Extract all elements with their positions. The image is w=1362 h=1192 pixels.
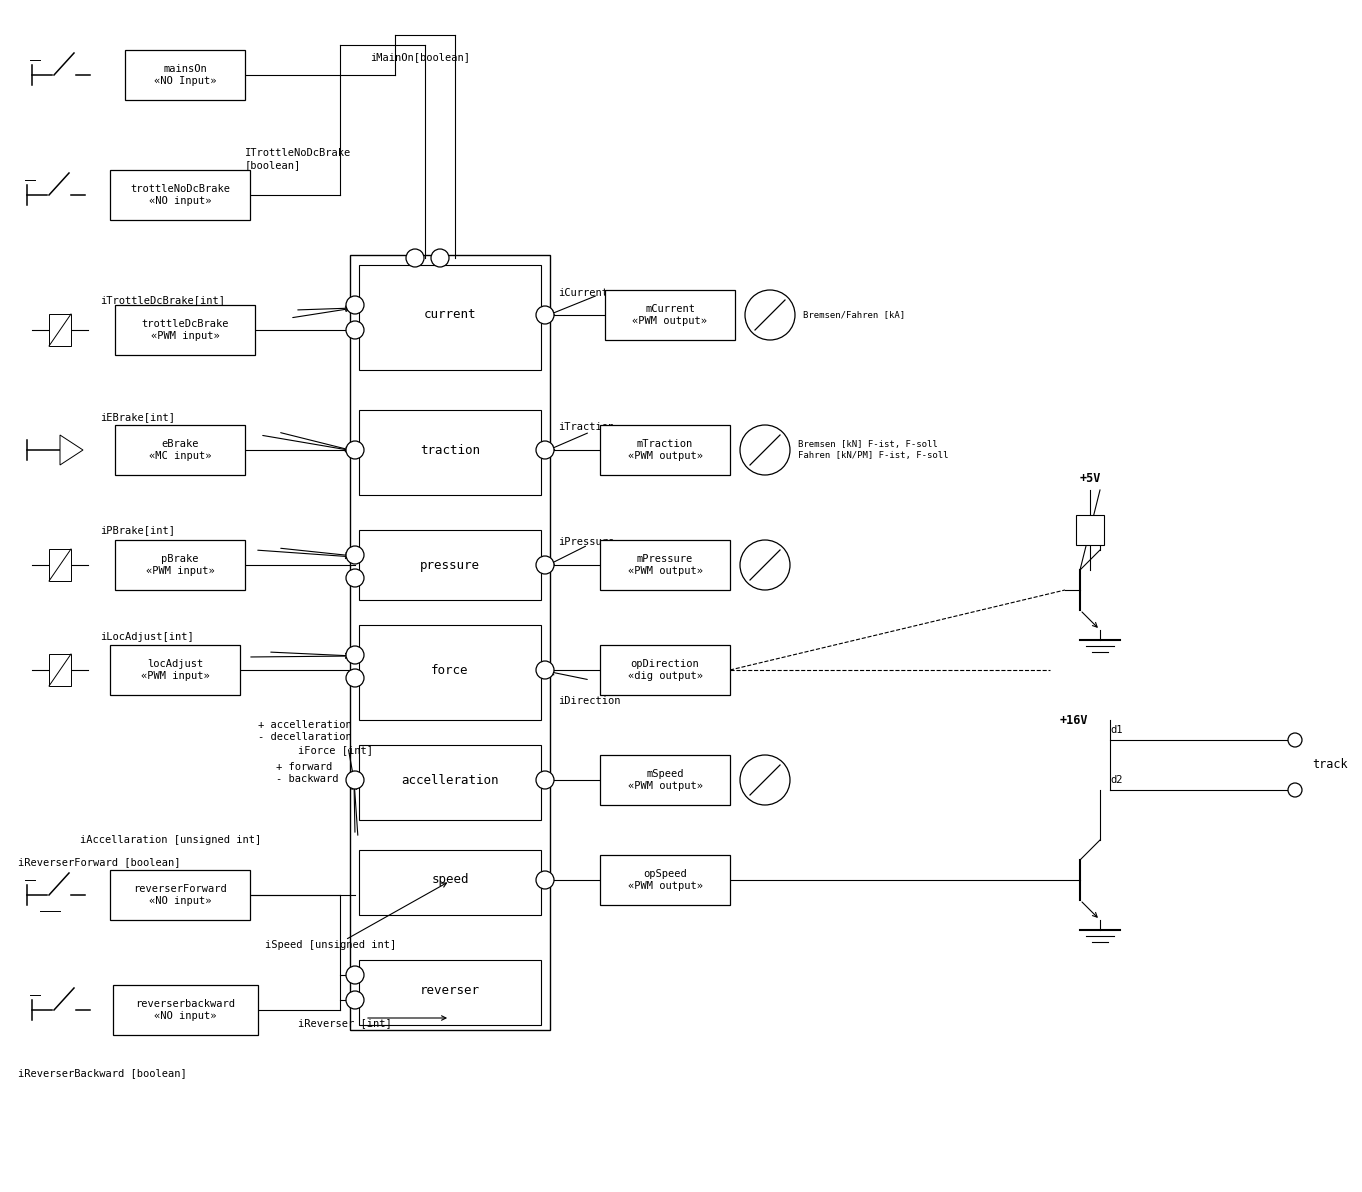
Text: current: current <box>424 309 477 322</box>
Circle shape <box>537 306 554 324</box>
Bar <box>605 290 735 340</box>
Bar <box>114 426 245 474</box>
Bar <box>49 550 71 581</box>
Text: track: track <box>1312 758 1347 771</box>
Circle shape <box>346 966 364 985</box>
Text: mTraction
«PWM output»: mTraction «PWM output» <box>628 439 703 461</box>
Text: iEBrake[int]: iEBrake[int] <box>99 412 174 422</box>
Text: mainsOn
«NO Input»: mainsOn «NO Input» <box>154 64 217 86</box>
Text: iAccellaration [unsigned int]: iAccellaration [unsigned int] <box>80 836 262 845</box>
Text: iReverserBackward [boolean]: iReverserBackward [boolean] <box>18 1068 187 1078</box>
Text: iSpeed [unsigned int]: iSpeed [unsigned int] <box>266 940 396 950</box>
Circle shape <box>537 662 554 679</box>
Circle shape <box>346 991 364 1008</box>
Polygon shape <box>60 435 83 465</box>
Bar <box>49 313 71 346</box>
Text: accelleration: accelleration <box>402 774 498 787</box>
Bar <box>360 850 541 915</box>
Circle shape <box>745 290 795 340</box>
Bar <box>601 755 730 805</box>
Bar <box>601 645 730 695</box>
Circle shape <box>346 646 364 664</box>
Bar <box>350 255 550 1030</box>
Circle shape <box>430 249 449 267</box>
Text: iPressure: iPressure <box>558 538 614 547</box>
Circle shape <box>346 771 364 789</box>
Bar <box>360 265 541 370</box>
Text: locAdjust
«PWM input»: locAdjust «PWM input» <box>140 659 210 681</box>
Text: +5V: +5V <box>1079 472 1100 485</box>
Bar <box>360 410 541 495</box>
Text: iDirection: iDirection <box>558 696 621 706</box>
Text: iReverser [int]: iReverser [int] <box>298 1018 392 1028</box>
Text: speed: speed <box>432 874 469 887</box>
Bar <box>110 870 251 920</box>
Circle shape <box>346 569 364 586</box>
Text: iCurrent: iCurrent <box>558 288 607 298</box>
Text: iPBrake[int]: iPBrake[int] <box>99 524 174 535</box>
Text: iTrottleDcBrake[int]: iTrottleDcBrake[int] <box>99 294 225 305</box>
Circle shape <box>346 441 364 459</box>
Circle shape <box>740 755 790 805</box>
Circle shape <box>740 426 790 474</box>
Text: Bremsen [kN] F-ist, F-soll
Fahren [kN/PM] F-ist, F-soll: Bremsen [kN] F-ist, F-soll Fahren [kN/PM… <box>798 440 948 460</box>
Text: iReverserForward [boolean]: iReverserForward [boolean] <box>18 857 181 867</box>
Bar <box>114 305 255 355</box>
Circle shape <box>537 441 554 459</box>
Circle shape <box>346 546 364 564</box>
Text: + accelleration
- decellaration: + accelleration - decellaration <box>257 720 351 741</box>
Text: traction: traction <box>419 443 479 457</box>
Text: iMainOn[boolean]: iMainOn[boolean] <box>370 52 470 62</box>
Bar <box>360 530 541 600</box>
Bar <box>110 170 251 221</box>
Circle shape <box>1288 783 1302 797</box>
Text: + forward
- backward: + forward - backward <box>275 762 338 783</box>
Bar <box>360 960 541 1025</box>
Bar <box>601 540 730 590</box>
Text: eBrake
«MC input»: eBrake «MC input» <box>148 439 211 461</box>
Text: iForce [int]: iForce [int] <box>298 745 373 755</box>
Text: pBrake
«PWM input»: pBrake «PWM input» <box>146 554 214 576</box>
Text: reverser: reverser <box>419 983 479 997</box>
Bar <box>113 985 257 1035</box>
Text: iTraction: iTraction <box>558 422 614 432</box>
Bar <box>1076 515 1105 545</box>
Text: opDirection
«dig output»: opDirection «dig output» <box>628 659 703 681</box>
Text: force: force <box>432 664 469 677</box>
Text: pressure: pressure <box>419 559 479 571</box>
Text: mPressure
«PWM output»: mPressure «PWM output» <box>628 554 703 576</box>
Text: d2: d2 <box>1110 775 1122 786</box>
Circle shape <box>346 669 364 687</box>
Text: reverserForward
«NO input»: reverserForward «NO input» <box>133 884 227 906</box>
Circle shape <box>537 871 554 889</box>
Bar <box>360 745 541 820</box>
Bar <box>601 426 730 474</box>
Circle shape <box>537 555 554 575</box>
Bar <box>601 855 730 905</box>
Text: trottleNoDcBrake
«NO input»: trottleNoDcBrake «NO input» <box>129 185 230 206</box>
Bar <box>360 625 541 720</box>
Circle shape <box>537 771 554 789</box>
Text: ITrottleNoDcBrake
[boolean]: ITrottleNoDcBrake [boolean] <box>245 148 351 169</box>
Circle shape <box>346 296 364 313</box>
Text: iLocAdjust[int]: iLocAdjust[int] <box>99 632 193 642</box>
Text: +16V: +16V <box>1060 714 1088 726</box>
Circle shape <box>1288 733 1302 747</box>
Bar <box>110 645 240 695</box>
Text: d1: d1 <box>1110 725 1122 735</box>
Circle shape <box>740 540 790 590</box>
Text: mSpeed
«PWM output»: mSpeed «PWM output» <box>628 769 703 790</box>
Bar <box>125 50 245 100</box>
Text: reverserbackward
«NO input»: reverserbackward «NO input» <box>135 999 236 1020</box>
Text: opSpeed
«PWM output»: opSpeed «PWM output» <box>628 869 703 890</box>
Text: Bremsen/Fahren [kA]: Bremsen/Fahren [kA] <box>804 310 906 319</box>
Text: trottleDcBrake
«PWM input»: trottleDcBrake «PWM input» <box>142 319 229 341</box>
Text: mCurrent
«PWM output»: mCurrent «PWM output» <box>632 304 707 325</box>
Circle shape <box>406 249 424 267</box>
Bar <box>49 654 71 687</box>
Bar <box>114 540 245 590</box>
Circle shape <box>346 321 364 339</box>
